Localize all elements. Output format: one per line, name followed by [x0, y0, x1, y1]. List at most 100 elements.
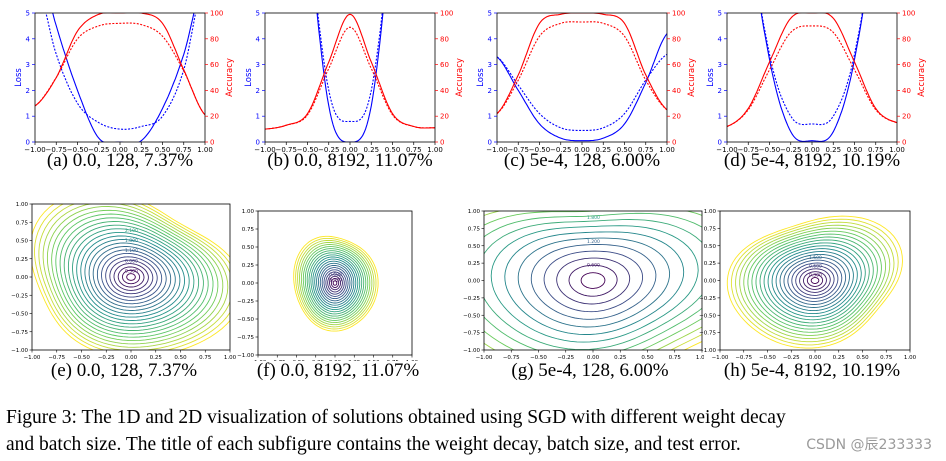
y2-tick-label: 0: [210, 139, 214, 147]
contour-level-label: 1.800: [125, 238, 138, 244]
y-tick-label: −0.50: [699, 313, 716, 319]
figure-caption-line-2: and batch size. The title of each subfig…: [6, 434, 741, 455]
x-tick-label: 0.50: [174, 355, 187, 361]
x-tick-label: 0.50: [617, 146, 633, 152]
y2-axis-label: Accuracy: [917, 58, 927, 97]
x-tick-label: 1.00: [406, 360, 419, 361]
contour-line: [779, 253, 850, 308]
x-tick-label: 0.25: [614, 355, 627, 361]
y-tick-label: −1.00: [463, 348, 480, 354]
x-tick-label: −0.75: [46, 146, 67, 152]
y-tick-label: 1: [718, 113, 722, 121]
x-tick-label: −0.75: [276, 146, 297, 152]
x-tick-label: −0.50: [529, 146, 550, 152]
y-tick-label: 0.50: [468, 244, 481, 250]
y-tick-label: −0.50: [463, 313, 480, 319]
x-tick-label: 1.00: [224, 355, 236, 361]
contour-level-label: 1.800: [587, 215, 600, 221]
plot-d-1d-loss-accuracy: −1.00 −0.75 −0.50 −0.25 0.00 0.25 0.50 0.75 1.00…: [706, 10, 927, 153]
y-tick-label: 0.00: [16, 275, 29, 281]
series-accuracy-train: [265, 13, 435, 130]
contour-level-label: 0.300: [809, 273, 822, 279]
contour-line: [96, 249, 167, 305]
y-tick-label: 0.00: [242, 281, 255, 287]
contour-line: [319, 265, 351, 302]
contour-line: [767, 245, 862, 318]
y-tick-label: 0.00: [704, 279, 717, 285]
x-tick-label: −0.75: [735, 355, 752, 361]
contour-level-label: 0.600: [329, 272, 342, 278]
x-tick-label: 0.50: [856, 355, 869, 361]
contour-level-label: 0.600: [809, 264, 822, 270]
y2-tick-label: 80: [672, 35, 681, 43]
contour-line: [80, 235, 185, 318]
x-tick-label: −1.00: [24, 146, 45, 152]
y2-tick-label: 20: [672, 113, 681, 121]
x-tick-label: −1.00: [476, 355, 493, 361]
contour-line: [32, 204, 230, 350]
contour-line: [763, 242, 866, 321]
x-tick-label: 0.25: [348, 360, 361, 361]
y-tick-label: −0.25: [11, 293, 28, 299]
contour-line: [730, 218, 899, 346]
y-tick-label: 0.75: [704, 226, 717, 232]
y-tick-label: 0.25: [16, 257, 29, 263]
y-tick-label: 1: [256, 113, 260, 121]
contour-line: [330, 278, 340, 288]
series-loss-test: [45, 13, 197, 130]
contour-line: [72, 228, 195, 325]
y2-tick-label: 80: [902, 35, 911, 43]
contour-line: [63, 221, 204, 331]
x-tick-label: −0.50: [67, 146, 88, 152]
y-tick-label: −0.75: [699, 331, 716, 337]
x-tick-label: −0.75: [269, 360, 286, 361]
x-tick-label: −0.50: [288, 360, 305, 361]
contour-line: [755, 236, 874, 327]
contour-line: [84, 239, 181, 315]
y2-axis-label: Accuracy: [687, 58, 697, 97]
contour-level-label: 0.600: [587, 263, 600, 269]
x-tick-label: −1.00: [24, 355, 41, 361]
y2-axis-label: Accuracy: [225, 58, 235, 97]
contour-level-label: 0.600: [125, 258, 138, 264]
contour-level-label: 0.300: [125, 268, 138, 274]
y-tick-label: 1: [488, 113, 492, 121]
contour-line: [38, 204, 230, 350]
contour-line: [310, 254, 361, 313]
contour-line: [517, 237, 671, 328]
y-tick-label: 1.00: [16, 202, 29, 208]
x-tick-label: 0.50: [155, 146, 171, 152]
contour-line: [787, 259, 843, 302]
x-tick-label: −0.25: [550, 146, 571, 152]
caption-h: (h) 5e-4, 8192, 10.19%: [723, 360, 901, 381]
contour-line: [46, 206, 224, 345]
y2-tick-label: 20: [210, 113, 219, 121]
contour-line: [325, 271, 345, 295]
contour-line: [314, 258, 357, 308]
y-tick-label: −0.25: [699, 296, 716, 302]
x-tick-label: 0.25: [595, 146, 611, 152]
y-tick-label: 3: [718, 61, 722, 69]
x-tick-label: 0.25: [133, 146, 149, 152]
y-tick-label: 5: [488, 10, 492, 18]
contour-level-label: 0.330: [329, 277, 342, 283]
x-tick-label: −0.25: [557, 355, 574, 361]
x-tick-label: −1.00: [486, 146, 507, 152]
y2-tick-label: 0: [440, 139, 444, 147]
y-tick-label: 1: [26, 113, 30, 121]
contour-line: [126, 273, 136, 281]
x-tick-label: 0.00: [809, 355, 822, 361]
x-tick-label: 1.00: [427, 146, 443, 152]
contour-line: [329, 275, 341, 291]
contour-level-label: 1.200: [587, 239, 600, 245]
contour-line: [484, 219, 702, 350]
y-tick-label: 0.75: [16, 220, 29, 226]
series-accuracy-train: [35, 13, 205, 116]
y-tick-label: 5: [718, 10, 722, 18]
series-accuracy-test: [35, 22, 205, 116]
y-tick-label: 4: [26, 35, 31, 43]
y-tick-label: 5: [256, 10, 260, 18]
series-loss-train: [497, 33, 667, 142]
y2-tick-label: 0: [672, 139, 676, 147]
y-tick-label: 0: [718, 139, 722, 147]
